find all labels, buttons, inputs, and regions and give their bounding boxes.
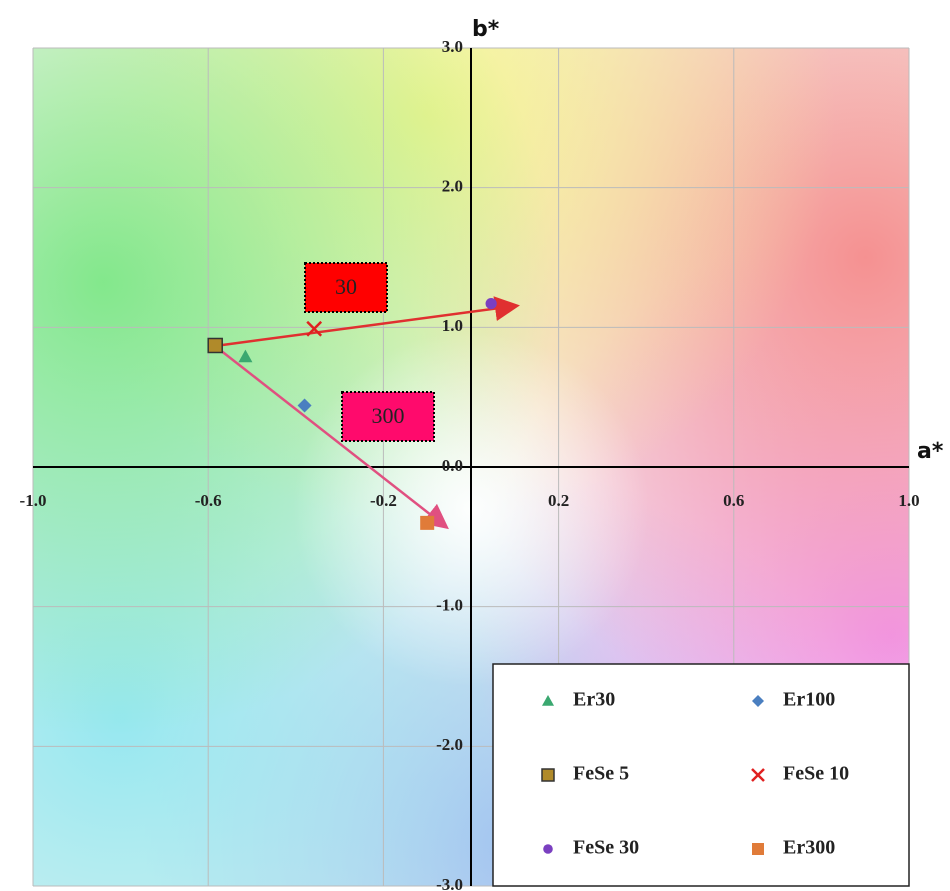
x-axis-title: a* [917, 439, 944, 464]
marker [238, 350, 252, 363]
y-tick-label: 3.0 [442, 37, 463, 56]
y-tick-label: 0.0 [442, 456, 463, 475]
y-tick-label: 1.0 [442, 316, 463, 335]
marker [486, 298, 497, 309]
marker [752, 843, 764, 855]
marker [208, 338, 222, 352]
marker [298, 399, 312, 413]
y-tick-label: 2.0 [442, 177, 463, 196]
x-tick-label: 0.2 [548, 491, 569, 510]
marker [543, 844, 553, 854]
annotation: 30 [335, 274, 357, 299]
y-tick-label: -3.0 [436, 875, 463, 891]
y-tick-label: -2.0 [436, 735, 463, 754]
legend-label: Er100 [783, 689, 835, 711]
legend-label: FeSe 10 [783, 763, 849, 785]
annotation: 300 [372, 403, 405, 428]
y-tick-label: -1.0 [436, 596, 463, 615]
legend-label: Er300 [783, 837, 835, 859]
chart: 30 300 b* a* -1.0 -0.6 -0.2 0.2 0.6 1.0 -3.0 -2… [0, 0, 950, 891]
x-tick-label: 0.6 [723, 491, 744, 510]
legend-label: FeSe 30 [573, 837, 639, 859]
x-tick-label: -0.6 [195, 491, 222, 510]
x-tick-label: 1.0 [898, 491, 919, 510]
x-tick-label: -0.2 [370, 491, 397, 510]
marker [420, 516, 434, 530]
legend-label: Er30 [573, 689, 615, 711]
x-tick-label: -1.0 [20, 491, 47, 510]
y-axis-title: b* [472, 17, 500, 42]
marker [542, 769, 554, 781]
legend-label: FeSe 5 [573, 763, 629, 785]
page: 30 300 b* a* -1.0 -0.6 -0.2 0.2 0.6 1.0 -3.0 -2… [0, 0, 950, 891]
